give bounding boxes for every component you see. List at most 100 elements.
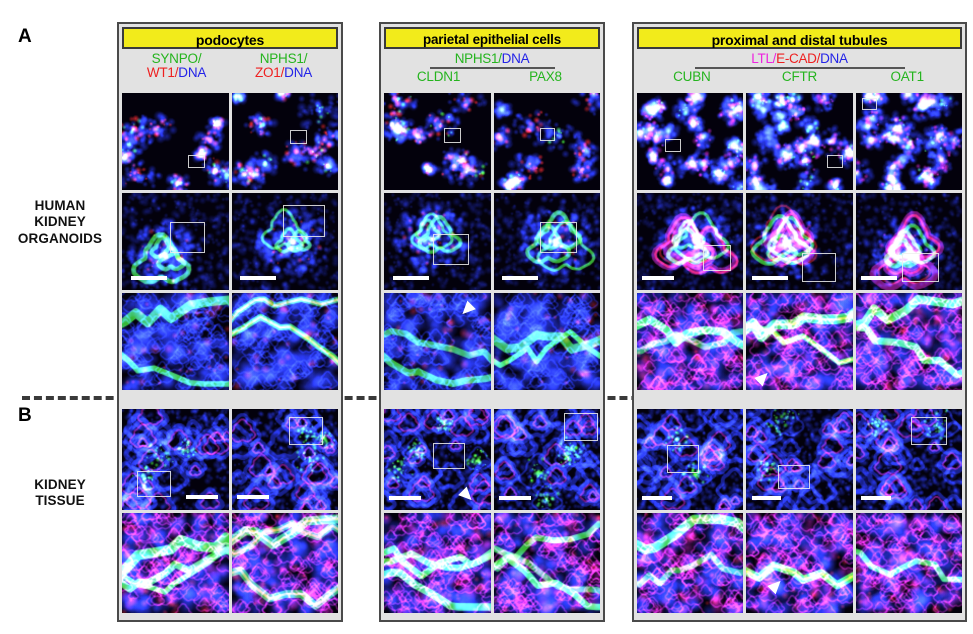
micrograph-cell bbox=[493, 409, 600, 510]
micrograph-cell bbox=[231, 93, 338, 190]
roi-box bbox=[910, 417, 948, 446]
group-title-podocytes: podocytes bbox=[122, 27, 338, 49]
micrograph-cell bbox=[746, 409, 853, 510]
micrograph-cell bbox=[746, 193, 853, 290]
micrograph-cell bbox=[746, 512, 853, 613]
roi-box bbox=[432, 443, 465, 470]
row-label-human-kidney-organoids: HUMAN KIDNEY ORGANOIDS bbox=[6, 198, 114, 247]
column-label-pax8: PAX8 bbox=[529, 68, 562, 84]
roi-box bbox=[827, 155, 844, 168]
micrograph-grid-tubules-organoids bbox=[637, 93, 962, 390]
column-label-cubn: CUBN bbox=[673, 68, 711, 84]
roi-box bbox=[289, 417, 324, 446]
micrograph-cell bbox=[122, 193, 229, 290]
stain-label: DNA bbox=[178, 64, 207, 80]
stain-label: DNA bbox=[501, 51, 530, 66]
scale-bar bbox=[392, 276, 429, 281]
roi-box bbox=[432, 233, 470, 265]
micrograph-cell bbox=[855, 512, 962, 613]
micrograph-grid-podocytes-organoids bbox=[122, 93, 338, 390]
roi-box bbox=[188, 155, 206, 168]
roi-box bbox=[290, 129, 308, 145]
stain-legend-podocytes: SYNPO/ WT1/DNA NPHS1/ ZO1/DNA bbox=[119, 52, 341, 80]
column-label-cftr: CFTR bbox=[781, 68, 818, 84]
scale-bar bbox=[130, 276, 167, 281]
roi-box bbox=[862, 97, 877, 111]
roi-box bbox=[801, 253, 836, 283]
roi-box bbox=[540, 127, 556, 142]
micrograph-cell bbox=[384, 293, 491, 390]
roi-box bbox=[136, 471, 171, 498]
scale-bar bbox=[502, 276, 539, 281]
micrograph-cell bbox=[637, 93, 744, 190]
micrograph-cell bbox=[122, 512, 229, 613]
micrograph-cell bbox=[231, 193, 338, 290]
row-label-line: KIDNEY bbox=[34, 477, 86, 492]
roi-box bbox=[540, 222, 577, 254]
row-label-line: HUMAN bbox=[34, 198, 86, 213]
micrograph-cell bbox=[122, 409, 229, 510]
panel-letter-b: B bbox=[18, 405, 32, 426]
stain-legend-tubules: LTL/E-CAD/DNA CUBN CFTR OAT1 bbox=[634, 52, 965, 84]
micrograph-cell bbox=[384, 409, 491, 510]
stain-label: NPHS1/ bbox=[454, 51, 502, 66]
roi-box bbox=[563, 413, 598, 442]
micrograph-cell bbox=[493, 93, 600, 190]
micrograph-cell bbox=[637, 293, 744, 390]
scale-bar bbox=[498, 496, 531, 501]
micrograph-cell bbox=[855, 293, 962, 390]
roi-box bbox=[702, 245, 731, 271]
roi-box bbox=[664, 138, 681, 153]
roi-box bbox=[902, 253, 939, 283]
micrograph-cell bbox=[746, 93, 853, 190]
column-label-cldn1: CLDN1 bbox=[416, 68, 461, 84]
stain-legend-parietal: NPHS1/DNA CLDN1 PAX8 bbox=[381, 52, 603, 84]
micrograph-cell bbox=[384, 193, 491, 290]
scale-bar bbox=[236, 495, 269, 500]
roi-box bbox=[282, 204, 326, 237]
scale-bar bbox=[751, 496, 782, 501]
micrograph-cell bbox=[493, 512, 600, 613]
stain-label: LTL/ bbox=[751, 51, 777, 66]
scale-bar bbox=[389, 496, 422, 501]
group-title-parietal-epithelial-cells: parietal epithelial cells bbox=[384, 27, 600, 49]
micrograph-cell bbox=[231, 409, 338, 510]
scale-bar bbox=[185, 495, 218, 500]
micrograph-cell bbox=[637, 193, 744, 290]
roi-box bbox=[169, 222, 206, 254]
micrograph-cell bbox=[122, 93, 229, 190]
row-label-line: KIDNEY bbox=[34, 214, 86, 230]
micrograph-cell bbox=[637, 409, 744, 510]
row-label-line: TISSUE bbox=[35, 493, 85, 509]
roi-box bbox=[666, 445, 699, 474]
micrograph-cell bbox=[637, 512, 744, 613]
column-label-oat1: OAT1 bbox=[890, 68, 924, 84]
micrograph-cell bbox=[122, 293, 229, 390]
scale-bar bbox=[751, 276, 788, 281]
micrograph-grid-tubules-tissue bbox=[637, 409, 962, 613]
micrograph-cell bbox=[493, 193, 600, 290]
row-label-line: ORGANOIDS bbox=[17, 230, 103, 246]
micrograph-grid-parietal-tissue bbox=[384, 409, 600, 613]
scale-bar bbox=[860, 496, 891, 501]
roi-box bbox=[443, 127, 461, 144]
stain-label: NPHS1/ bbox=[259, 51, 308, 66]
micrograph-cell bbox=[384, 512, 491, 613]
stain-label: WT1/ bbox=[146, 64, 179, 80]
micrograph-cell bbox=[231, 293, 338, 390]
micrograph-cell bbox=[746, 293, 853, 390]
scale-bar bbox=[860, 276, 898, 281]
micrograph-cell bbox=[855, 93, 962, 190]
scale-bar bbox=[642, 276, 675, 281]
panel-letter-a: A bbox=[18, 26, 32, 47]
stain-label: DNA bbox=[820, 51, 848, 66]
stain-label: SYNPO/ bbox=[151, 51, 202, 66]
stain-label: DNA bbox=[284, 64, 313, 80]
scale-bar bbox=[642, 496, 673, 501]
micrograph-cell bbox=[493, 293, 600, 390]
micrograph-cell bbox=[855, 193, 962, 290]
roi-box bbox=[778, 465, 811, 490]
micrograph-cell bbox=[231, 512, 338, 613]
stain-label: E-CAD/ bbox=[776, 51, 821, 66]
